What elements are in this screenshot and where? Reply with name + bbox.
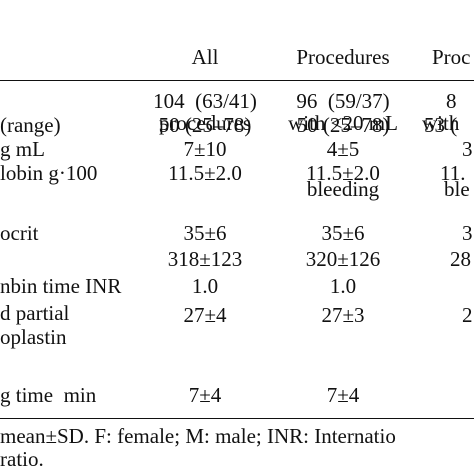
- footnote-line: mean±SD. F: female; M: male; INR: Intern…: [0, 424, 396, 448]
- header-line: with: [422, 111, 460, 135]
- header-line: Proc: [432, 45, 471, 69]
- table-cell: 7±4: [188, 383, 222, 407]
- table-cell: 50 (25–78): [158, 113, 252, 137]
- header-rule: [0, 80, 474, 81]
- table-cell: 35±6: [183, 221, 227, 245]
- table-cell: 1.0: [329, 274, 357, 298]
- column-header-partial: Proc with ble: [420, 2, 474, 222]
- row-label: lobin g·100: [0, 161, 98, 185]
- row-label: ocrit: [0, 221, 39, 245]
- row-label: g time min: [0, 383, 97, 407]
- table-cell: 8: [446, 89, 457, 113]
- table-cell: 11.5±2.0: [306, 161, 380, 185]
- row-label: nbin time INR: [0, 274, 122, 298]
- table-cell: 2: [462, 303, 473, 327]
- table-cell: 1.0: [191, 274, 219, 298]
- row-label: (range): [0, 113, 61, 137]
- table-cell: 50 (25–78): [296, 113, 390, 137]
- header-line: ble: [444, 177, 470, 201]
- table-cell: 318±123: [167, 247, 243, 271]
- table-cell: 28: [450, 247, 471, 271]
- table-cell: 35±6: [321, 221, 365, 245]
- table-cell: 104 (63/41): [153, 89, 257, 113]
- table-cell: 11.5±2.0: [168, 161, 242, 185]
- table-cell: 7±10: [183, 137, 227, 161]
- header-line: All: [191, 45, 219, 69]
- table-cell: 27±3: [321, 303, 365, 327]
- header-line: procedures: [158, 111, 252, 135]
- table-cell: 27±4: [183, 303, 227, 327]
- column-header-all-procedures: All procedures: [140, 2, 270, 156]
- table-cell: 11.: [440, 161, 466, 185]
- row-label: oplastin: [0, 325, 67, 349]
- table-cell: 7±4: [326, 383, 360, 407]
- bottom-rule: [0, 418, 474, 419]
- table-cell: 320±126: [305, 247, 381, 271]
- table-cell: 96 (59/37): [296, 89, 390, 113]
- footnote-line: ratio.: [0, 447, 44, 471]
- table-cell: 3: [462, 221, 473, 245]
- row-label: g mL: [0, 137, 45, 161]
- column-header-lt20ml-bleeding: Procedures with <20 mL bleeding: [278, 2, 408, 222]
- header-line: bleeding: [306, 177, 380, 201]
- header-line: with <20 mL: [288, 111, 398, 135]
- row-label: d partial: [0, 301, 70, 325]
- header-line: Procedures: [296, 45, 390, 69]
- table-cell: 4±5: [326, 137, 360, 161]
- table-cell: 53 (: [424, 113, 458, 137]
- table-cell: 3: [462, 137, 473, 161]
